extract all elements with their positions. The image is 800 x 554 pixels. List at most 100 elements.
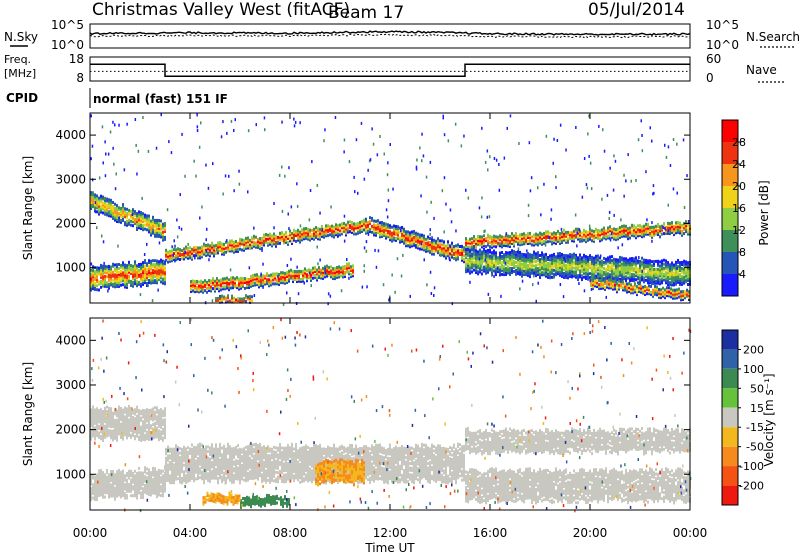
power-cell [337, 231, 339, 235]
power-cell [659, 282, 661, 286]
power-cell [479, 241, 481, 245]
power-cell [335, 225, 337, 229]
power-cell [503, 255, 505, 259]
power-cell [126, 215, 128, 219]
power-cell [517, 268, 519, 272]
power-cell [555, 273, 557, 277]
power-cell [232, 284, 234, 288]
power-cell [684, 290, 686, 294]
power-cell [271, 240, 273, 244]
power-noise-cell [222, 192, 224, 196]
power-cell [363, 222, 365, 226]
power-cell [665, 263, 667, 267]
power-cell [649, 275, 651, 279]
power-cell [569, 235, 571, 239]
velocity-cell [148, 429, 150, 432]
velocity-cell [128, 409, 130, 413]
velocity-cell [90, 408, 92, 412]
power-cell [347, 220, 349, 224]
power-cell [114, 263, 116, 267]
power-cell [547, 232, 549, 236]
power-cell [543, 241, 545, 245]
power-cell [587, 238, 589, 242]
power-cell [357, 225, 359, 229]
power-cell [594, 284, 596, 288]
power-cell [228, 278, 230, 282]
power-cell [140, 264, 142, 268]
power-cell [481, 272, 483, 276]
power-cell [517, 234, 519, 238]
power-cell [92, 265, 94, 269]
power-cell [606, 279, 608, 283]
power-cell [661, 232, 663, 236]
power-cell [535, 238, 537, 242]
power-noise-cell [392, 187, 394, 191]
power-noise-cell [527, 203, 530, 207]
power-cell [618, 287, 620, 291]
power-noise-cell [238, 169, 240, 173]
power-noise-cell [687, 220, 690, 223]
power-noise-cell [530, 176, 533, 180]
velocity-cell [112, 422, 114, 426]
power-cell [605, 229, 607, 233]
velocity-cell [120, 407, 122, 410]
power-cell [340, 270, 342, 274]
power-cell [167, 250, 169, 254]
power-cell [331, 230, 333, 234]
power-cell [603, 232, 605, 236]
power-cell [138, 268, 140, 272]
power-cell [527, 258, 529, 261]
power-cell [218, 281, 220, 285]
power-cell [619, 230, 621, 233]
power-cell [298, 271, 300, 275]
power-cell [611, 267, 613, 270]
power-cell [183, 257, 185, 261]
power-cell [539, 268, 541, 271]
velocity-cell [126, 436, 128, 440]
power-cell [681, 225, 683, 229]
power-cell [577, 274, 579, 278]
power-cell [90, 276, 92, 280]
power-cell [479, 268, 481, 272]
velocity-cell [112, 413, 114, 417]
power-cell [487, 260, 489, 264]
velocity-cell [132, 427, 134, 431]
velocity-cell [102, 436, 104, 440]
power-cell [114, 202, 116, 206]
power-cell [625, 224, 627, 228]
power-cell [668, 292, 670, 296]
power-cell [491, 267, 493, 271]
velocity-cell [128, 413, 130, 417]
power-cell [309, 236, 311, 240]
power-cell [659, 266, 661, 270]
power-cell [515, 254, 517, 258]
power-cell [565, 260, 567, 264]
power-cell [272, 272, 274, 276]
power-cell [205, 251, 207, 255]
power-cell [529, 269, 531, 273]
velocity-cell [148, 415, 150, 419]
power-cell [479, 266, 481, 270]
power-cell [326, 264, 328, 268]
power-cell [669, 275, 671, 279]
power-cell [614, 283, 616, 287]
power-cell [278, 274, 280, 278]
power-cell [243, 240, 245, 244]
power-cell [667, 283, 669, 286]
power-cell [313, 237, 315, 241]
power-cell [645, 224, 647, 228]
power-cell [539, 266, 541, 269]
power-cell [128, 208, 130, 212]
power-noise-cell [180, 227, 183, 231]
velocity-cell [122, 408, 124, 412]
power-cell [138, 272, 140, 276]
power-cell [671, 227, 673, 230]
power-cell [663, 222, 665, 226]
power-cell [146, 214, 148, 218]
power-cell [649, 263, 651, 267]
power-cell [639, 265, 641, 269]
power-noise-cell [564, 259, 566, 263]
power-noise-cell [440, 253, 442, 257]
power-cell [553, 235, 555, 239]
power-cell [329, 227, 331, 231]
